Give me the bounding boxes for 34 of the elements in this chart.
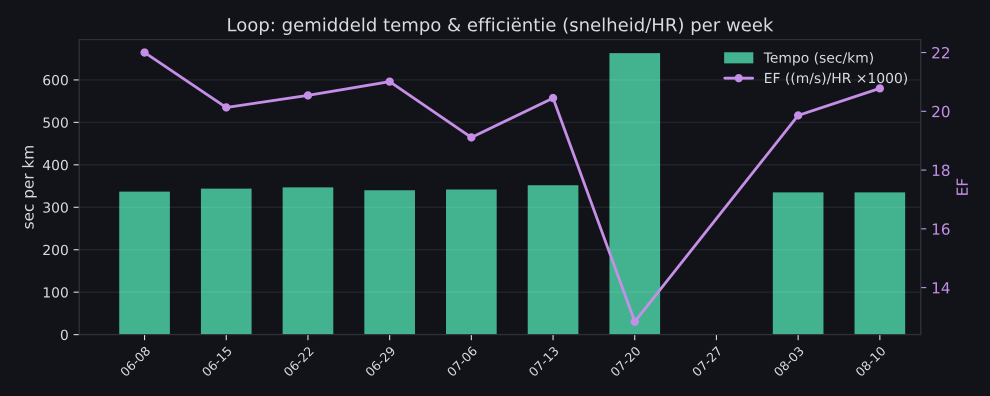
y-tick-label: 300 bbox=[43, 202, 68, 213]
y-tick-label: 400 bbox=[42, 160, 68, 170]
bar bbox=[282, 187, 334, 335]
y2-tick-label: 20 bbox=[932, 106, 950, 118]
y-axis-title: sec per km bbox=[22, 146, 37, 229]
y-tick-label: 0 bbox=[60, 330, 68, 340]
point bbox=[140, 48, 149, 57]
point bbox=[794, 111, 802, 120]
bar bbox=[200, 188, 252, 335]
y-tick-label: 500 bbox=[43, 117, 68, 128]
bar bbox=[364, 190, 415, 335]
bar bbox=[446, 189, 497, 335]
legend-label: Tempo (sec/km) bbox=[764, 52, 873, 66]
y-tick-label: 200 bbox=[43, 244, 68, 256]
point bbox=[222, 103, 230, 112]
point bbox=[304, 91, 312, 100]
y2-axis-title: EF bbox=[956, 178, 968, 195]
point bbox=[467, 133, 476, 142]
bar bbox=[609, 53, 660, 335]
y-tick-label: 100 bbox=[44, 287, 68, 298]
point bbox=[630, 318, 639, 326]
chart-title: Loop: gemiddeld tempo & efficiëntie (snelheid/HR) per week bbox=[228, 18, 774, 36]
y2-tick-label: 14 bbox=[932, 282, 950, 294]
y-tick-label: 600 bbox=[43, 74, 68, 86]
point bbox=[548, 94, 558, 102]
bar bbox=[772, 192, 824, 335]
y2-tick-label: 18 bbox=[932, 164, 950, 176]
y2-tick-label: 16 bbox=[932, 223, 950, 235]
bar bbox=[119, 192, 170, 335]
bar bbox=[854, 192, 906, 335]
y2-tick-label: 22 bbox=[932, 46, 950, 58]
bar bbox=[528, 185, 578, 335]
point bbox=[385, 77, 394, 86]
legend-label: EF ((m/s)/HR ×1000) bbox=[765, 72, 908, 85]
